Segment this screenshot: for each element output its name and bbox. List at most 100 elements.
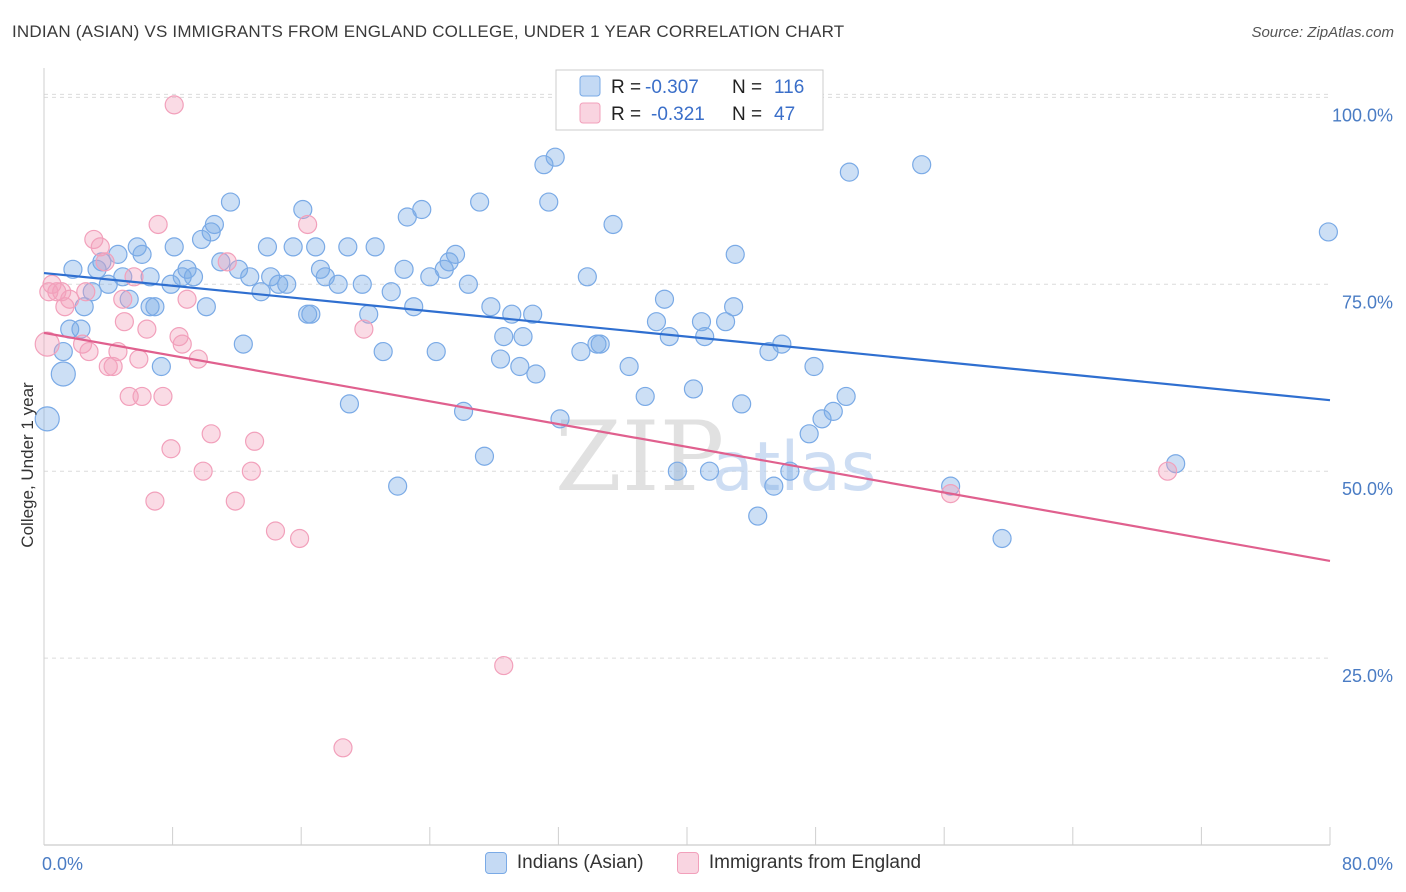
point-indians-82 — [590, 334, 610, 354]
y-tick-label-1: 50.0% — [1342, 479, 1393, 499]
y-axis-title: College, Under 1 year — [18, 382, 37, 548]
point-indians-79 — [571, 341, 591, 362]
point-indians-61 — [445, 244, 466, 264]
point-indians-91 — [691, 312, 712, 332]
bottom-legend-swatch-england — [676, 852, 699, 874]
data-points — [34, 87, 1338, 758]
point-indians-111 — [992, 528, 1012, 549]
point-england-30 — [177, 289, 197, 309]
trend-lines — [43, 271, 1331, 562]
point-indians-52 — [388, 476, 408, 496]
y-tick-label-3: 100.0% — [1332, 105, 1393, 125]
point-indians-73 — [526, 364, 546, 384]
point-indians-76 — [545, 147, 565, 167]
point-indians-104 — [804, 356, 824, 377]
point-indians-100 — [764, 476, 784, 496]
point-indians-40 — [301, 304, 321, 324]
legend-swatch-england — [579, 102, 601, 124]
legend-n-value-indians: 116 — [774, 77, 804, 98]
point-england-41 — [333, 738, 353, 758]
point-indians-45 — [338, 237, 358, 257]
point-indians-4 — [71, 319, 91, 339]
point-england-36 — [241, 461, 261, 481]
point-indians-33 — [257, 237, 278, 257]
point-england-26 — [161, 439, 181, 459]
point-indians-83 — [603, 214, 623, 235]
point-england-17 — [114, 312, 134, 332]
point-indians-87 — [654, 289, 675, 309]
point-indians-103 — [799, 424, 819, 444]
point-indians-32 — [251, 282, 271, 302]
point-england-33 — [201, 424, 221, 444]
point-indians-114 — [63, 259, 83, 279]
legend-r-value-england: -0.321 — [651, 104, 705, 125]
point-england-38 — [265, 521, 286, 541]
point-indians-75 — [539, 192, 559, 212]
point-england-39 — [289, 528, 310, 549]
axes — [43, 68, 1331, 846]
point-indians-68 — [494, 327, 514, 347]
point-indians-71 — [513, 327, 533, 347]
point-indians-106 — [823, 401, 843, 421]
point-indians-15 — [140, 297, 160, 317]
point-england-9 — [79, 341, 99, 362]
legend-n-label-england: N = — [732, 104, 762, 125]
point-indians-50 — [373, 341, 393, 362]
point-indians-24 — [196, 297, 216, 317]
bottom-legend-item-england: Immigrants from England — [676, 852, 921, 874]
point-indians-70 — [510, 356, 530, 377]
point-indians-64 — [470, 192, 490, 212]
point-england-8 — [76, 282, 96, 302]
legend-n-value-england: 47 — [774, 104, 795, 125]
point-indians-112 — [1166, 454, 1186, 474]
point-indians-110 — [941, 476, 961, 496]
source-credit: Source: ZipAtlas.com — [1251, 24, 1394, 41]
point-indians-16 — [145, 297, 165, 317]
point-england-32 — [193, 461, 213, 481]
point-indians-35 — [269, 274, 289, 294]
point-indians-58 — [426, 341, 446, 362]
point-england-12 — [95, 252, 115, 272]
point-england-29 — [172, 334, 192, 354]
legend-r-label-england: R = — [611, 104, 641, 125]
point-indians-56 — [412, 199, 432, 220]
point-indians-21 — [177, 259, 197, 279]
point-indians-22 — [183, 267, 204, 287]
x-tick-label-max: 80.0% — [1342, 854, 1393, 874]
point-england-24 — [148, 214, 168, 235]
point-indians-30 — [233, 334, 253, 354]
point-indians-86 — [646, 312, 667, 332]
point-indians-90 — [683, 379, 704, 399]
point-indians-74 — [534, 155, 554, 175]
point-indians-26 — [204, 214, 224, 235]
point-indians-66 — [481, 297, 501, 317]
point-indians-49 — [365, 237, 385, 257]
legend-r-value-indians: -0.307 — [645, 77, 699, 98]
point-indians-101 — [772, 334, 792, 354]
point-england-11 — [90, 237, 110, 257]
point-england-21 — [132, 386, 152, 407]
point-indians-95 — [724, 297, 744, 317]
trend-line-indians — [43, 271, 1331, 402]
point-indians-98 — [748, 506, 768, 526]
point-england-13 — [98, 356, 118, 377]
grid-lines — [44, 93, 1330, 659]
point-england-40 — [298, 214, 318, 235]
point-indians-105 — [812, 409, 832, 429]
point-england-10 — [84, 229, 104, 250]
point-england-46 — [1158, 461, 1178, 481]
bottom-legend-label-indians: Indians (Asian) — [516, 852, 644, 873]
point-indians-37 — [283, 237, 303, 257]
point-indians-53 — [394, 259, 414, 279]
y-tick-label-2: 75.0% — [1342, 292, 1393, 312]
legend-n-label-indians: N = — [732, 77, 762, 98]
chart-title: INDIAN (ASIAN) VS IMMIGRANTS FROM ENGLAN… — [12, 22, 845, 41]
point-indians-94 — [715, 312, 736, 332]
legend: R = -0.307 N = 116 R = -0.321 N = 47 — [555, 69, 824, 131]
point-indians-31 — [240, 267, 260, 287]
point-indians-27 — [211, 252, 231, 272]
point-indians-1 — [50, 361, 76, 387]
point-england-16 — [113, 289, 133, 309]
point-england-0 — [34, 331, 60, 357]
point-indians-29 — [228, 259, 249, 279]
